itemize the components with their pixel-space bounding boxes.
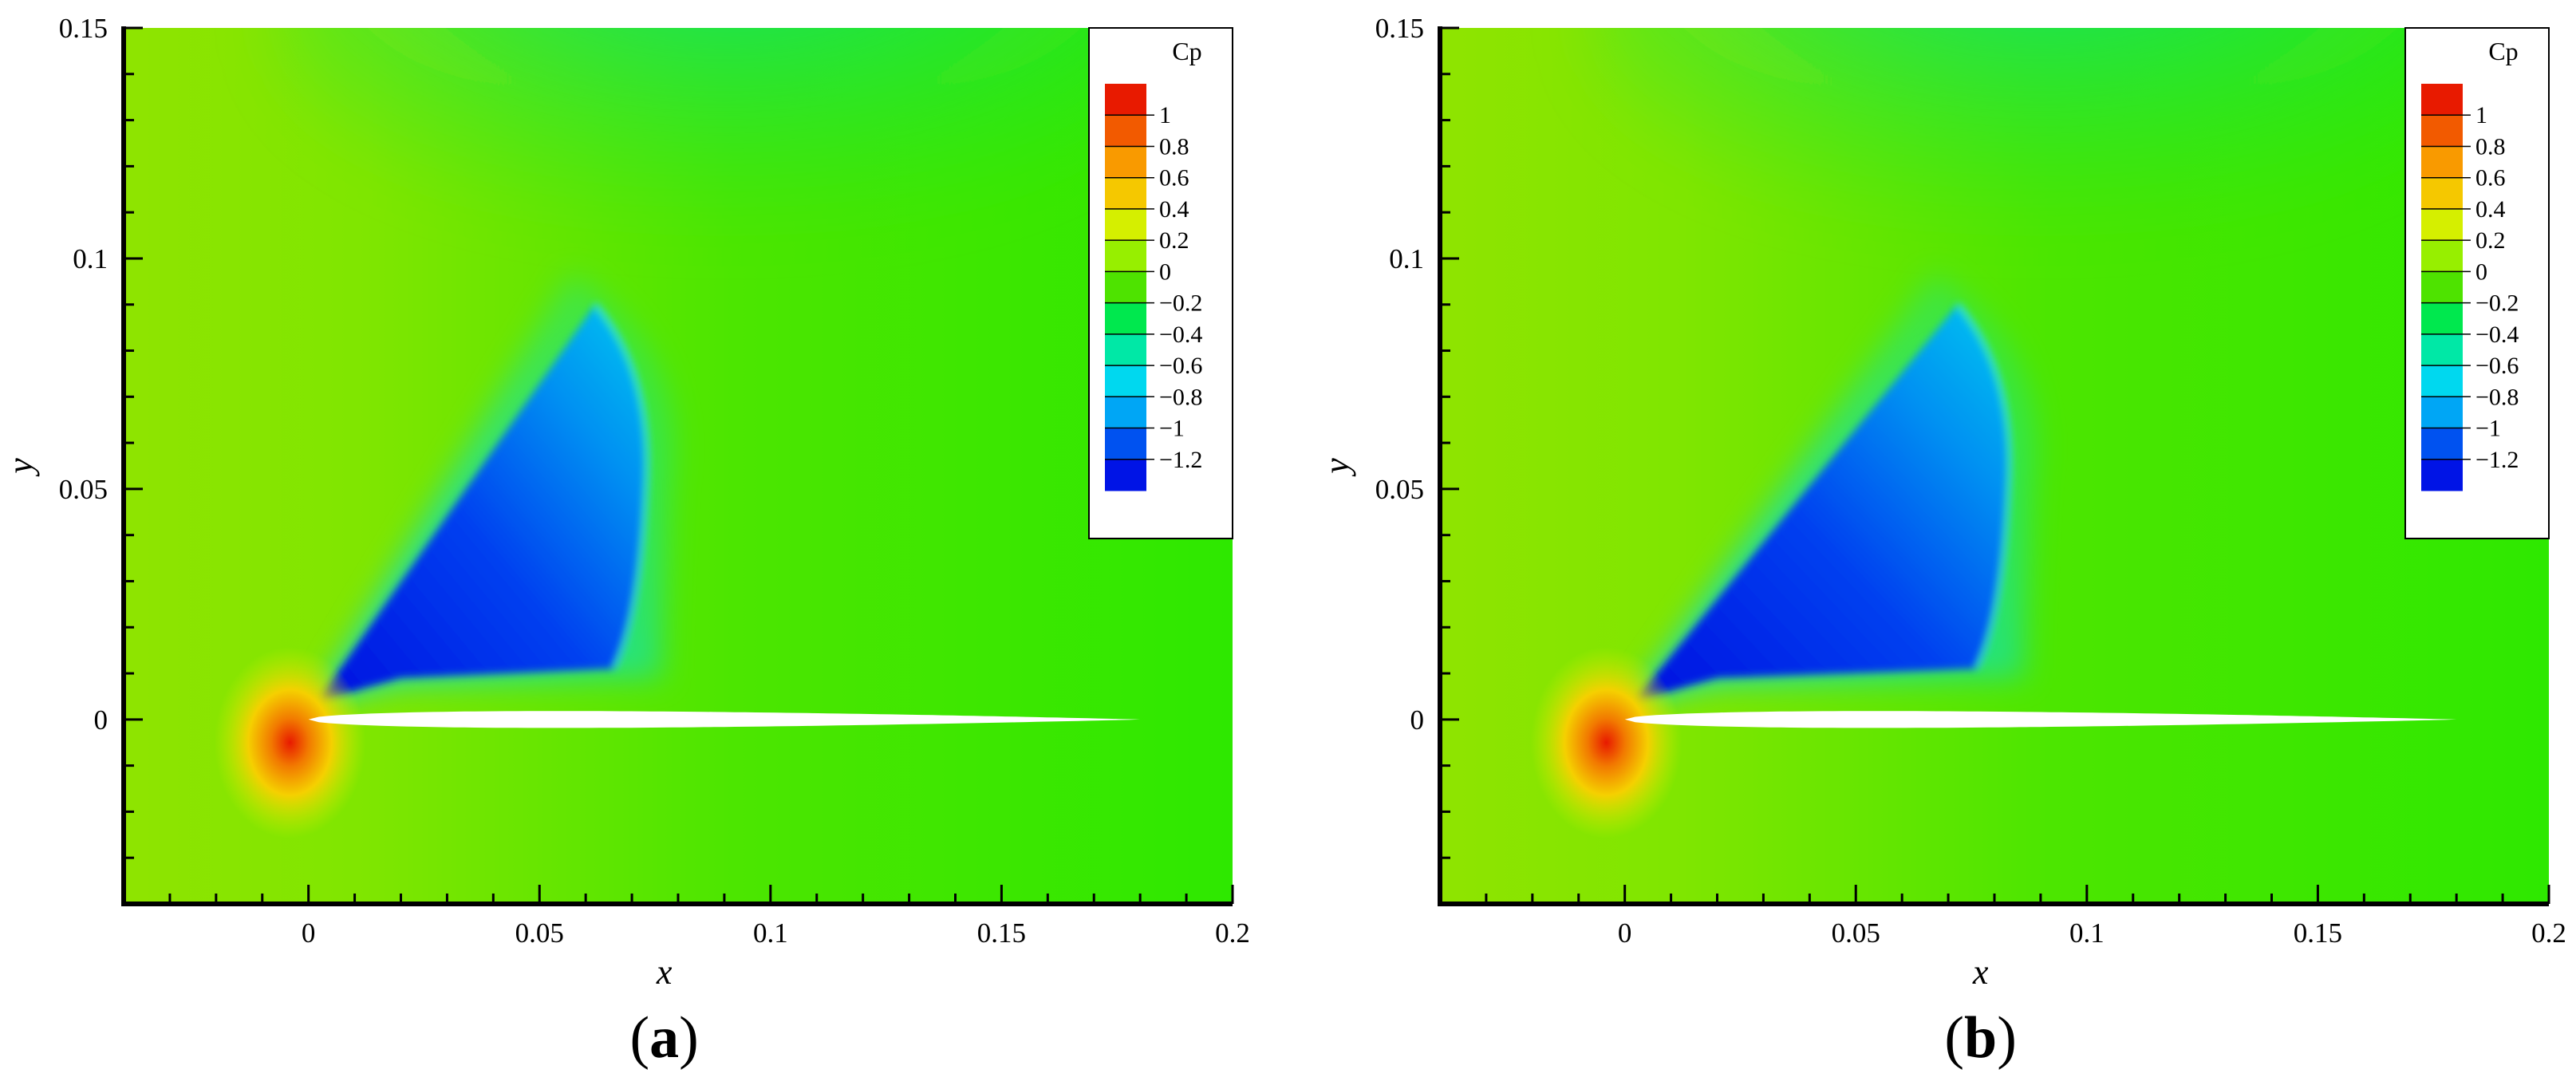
panel-b-stagnation-region <box>1530 646 1682 838</box>
panel-a-legend-label: −0.4 <box>1159 322 1202 348</box>
panel-b-legend-label: −1.2 <box>2475 447 2519 473</box>
panel-b-legend-label: −0.2 <box>2475 290 2519 317</box>
panel-a-y-tick-label: 0.15 <box>59 13 108 44</box>
panel-b-y-tick-label: 0.1 <box>1389 243 1424 274</box>
panel-b-x-tick-label: 0.2 <box>2531 917 2566 949</box>
panel-b-legend-swatch <box>2421 84 2463 116</box>
panel-a-airfoil <box>308 711 1141 728</box>
panel-a-legend-label: −0.2 <box>1159 290 1202 317</box>
panel-b-caption: (b) <box>1944 1005 2016 1071</box>
panel-b-legend: Cp 1 0.8 0.6 0.4 0.2 0 −0.2 −0.4 −0.6 −0.8 −1 −1.2 <box>2404 27 2550 539</box>
panel-a-legend-label: 0.8 <box>1159 133 1189 160</box>
panel-b-upper-field <box>1594 28 2487 235</box>
panel-a-legend-label: 1 <box>1159 102 1171 128</box>
panel-b-legend-swatch <box>2421 208 2463 241</box>
panel-b-legend-label: −0.8 <box>2475 384 2519 410</box>
panel-a-shock-wave <box>593 302 649 670</box>
panel-b-y-tick-label: 0.15 <box>1375 13 1424 44</box>
panel-a-legend-swatch <box>1105 302 1146 335</box>
panel-a-stagnation-region <box>214 646 366 838</box>
panel-b-legend-swatch <box>2421 333 2463 366</box>
panel-b-x-tick-label: 0.05 <box>1832 917 1880 949</box>
panel-a-legend-label: −1.2 <box>1159 447 1202 473</box>
panel-a-legend-label: −1 <box>1159 416 1185 442</box>
panel-b-legend-label: −1 <box>2475 416 2501 442</box>
panel-a-legend-label: −0.8 <box>1159 384 1202 410</box>
panel-a-legend-swatch <box>1105 459 1146 491</box>
panel-a-y-tick-label: 0.05 <box>59 474 108 505</box>
panel-a-upper-field <box>278 28 1171 235</box>
panel-b-legend-swatch <box>2421 271 2463 304</box>
panel-b-legend-label: 0.6 <box>2475 165 2506 191</box>
panel-a-legend-label: 0.4 <box>1159 196 1189 223</box>
panel-b-legend-label: 0.4 <box>2475 196 2506 223</box>
panel-b-legend-swatch <box>2421 302 2463 335</box>
panel-a-x-tick-label: 0.2 <box>1215 917 1250 949</box>
panel-a-legend-swatch <box>1105 208 1146 241</box>
panel-a-y-axis-title: y <box>1 458 40 477</box>
panel-b-supersonic-region <box>1634 304 2010 701</box>
panel-b-legend-label: 0.8 <box>2475 133 2506 160</box>
panel-b-airfoil <box>1624 711 2457 728</box>
panel-a-x-tick-label: 0 <box>302 917 316 949</box>
panel-b-legend-swatch <box>2421 115 2463 147</box>
panel-a-legend-label: 0 <box>1159 258 1171 285</box>
panel-a-legend-label: 0.6 <box>1159 165 1189 191</box>
panel-b-legend-label: 0 <box>2475 258 2487 285</box>
panel-a-y-tick-label: 0 <box>94 704 108 736</box>
panel-b-x-tick-label: 0 <box>1618 917 1632 949</box>
panel-b-legend-swatch <box>2421 177 2463 210</box>
panel-b-y-tick-label: 0 <box>1410 704 1425 736</box>
panel-a-legend-swatch <box>1105 177 1146 210</box>
panel-a-legend-swatch <box>1105 146 1146 179</box>
panel-a-legend-swatch <box>1105 115 1146 147</box>
panel-a-caption: (a) <box>629 1005 698 1071</box>
panel-a-legend-swatch <box>1105 428 1146 460</box>
panel-a-y-tick-label: 0.1 <box>73 243 108 274</box>
panel-a-pressure-field <box>124 28 1233 904</box>
panel-a-legend-swatch <box>1105 365 1146 397</box>
panel-b-legend-label: −0.4 <box>2475 322 2519 348</box>
panel-a-legend-swatch <box>1105 240 1146 272</box>
panel-b-legend-label: 0.2 <box>2475 227 2506 254</box>
panel-b-legend-swatch <box>2421 428 2463 460</box>
panel-a-legend-label: −0.6 <box>1159 353 1202 379</box>
panel-a-x-tick-label: 0.05 <box>515 917 564 949</box>
panel-a-legend-swatch <box>1105 271 1146 304</box>
panel-b-y-axis-title: y <box>1317 458 1356 477</box>
panel-a-x-tick-label: 0.15 <box>977 917 1026 949</box>
panel-b-x-tick-label: 0.15 <box>2294 917 2342 949</box>
panel-a-supersonic-region <box>318 304 647 701</box>
panel-b-legend-label: −0.6 <box>2475 353 2519 379</box>
panel-b-legend-label: 1 <box>2475 102 2487 128</box>
panel-a-legend-title: Cp <box>1172 37 1201 65</box>
panel-b-x-tick-label: 0.1 <box>2069 917 2105 949</box>
panel-b-legend-swatch <box>2421 146 2463 179</box>
panel-b-x-axis-title: x <box>1972 953 1989 992</box>
panel-a-legend-swatch <box>1105 333 1146 366</box>
panel-a: 0 0.05 0.1 0.15 0.2 0 0.05 0.1 0.15 x y Cp 1 0.8 0.6 0.… <box>1 13 1250 1071</box>
panel-b-legend-swatch <box>2421 240 2463 272</box>
panel-a-legend-swatch <box>1105 84 1146 116</box>
panel-b-y-tick-label: 0.05 <box>1375 474 1424 505</box>
panel-a-x-axis-title: x <box>656 953 673 992</box>
panel-b: 0 0.05 0.1 0.15 0.2 0 0.05 0.1 0.15 x y Cp 1 0.8 0.6 0.… <box>1317 13 2566 1071</box>
panel-b-shock-wave <box>1955 302 2012 670</box>
panel-b-legend-title: Cp <box>2488 37 2518 65</box>
panel-b-pressure-field <box>1440 28 2549 904</box>
panel-a-x-tick-label: 0.1 <box>753 917 788 949</box>
panel-b-legend-swatch <box>2421 459 2463 491</box>
panel-a-legend: Cp 1 0.8 0.6 0.4 0.2 0 −0.2 −0.4 −0.6 −0.8 −1 −1.2 <box>1088 27 1233 539</box>
panel-b-legend-swatch <box>2421 365 2463 397</box>
panel-a-legend-swatch <box>1105 397 1146 429</box>
panel-a-legend-label: 0.2 <box>1159 227 1189 254</box>
panel-b-legend-swatch <box>2421 397 2463 429</box>
